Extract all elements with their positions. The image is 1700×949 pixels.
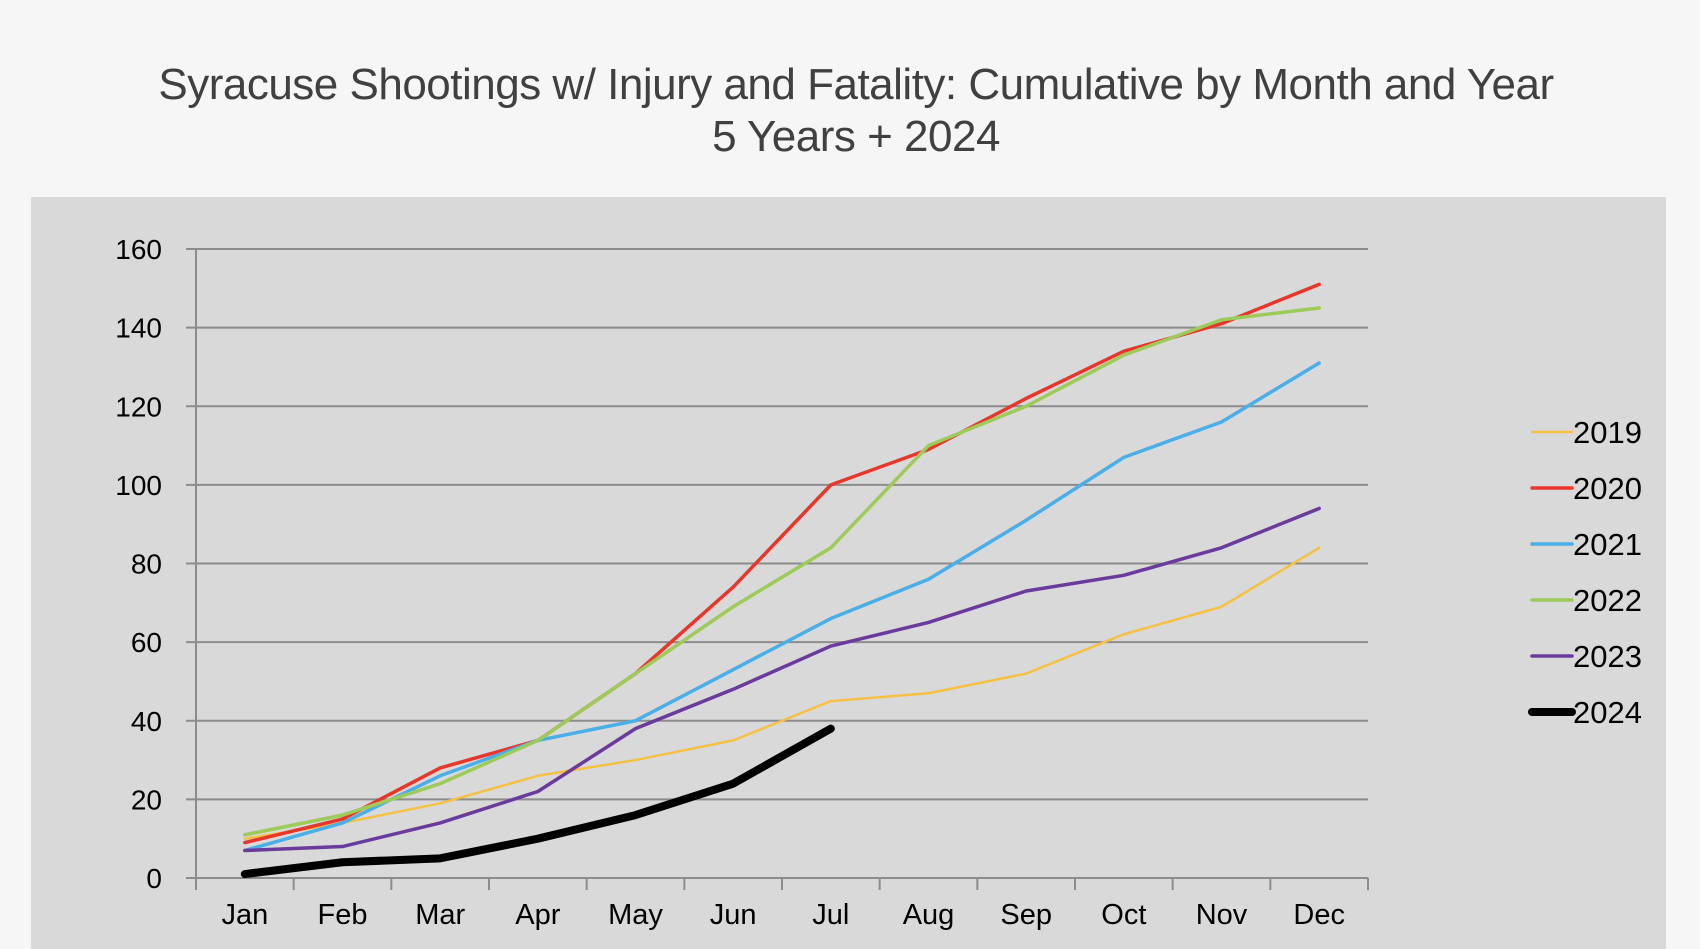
legend-label: 2020: [1573, 471, 1642, 506]
y-tick-label: 80: [131, 549, 162, 580]
x-tick-label: Sep: [1000, 899, 1052, 931]
y-tick-label: 60: [131, 627, 162, 658]
x-tick-label: Nov: [1196, 899, 1248, 931]
y-tick-label: 140: [115, 313, 162, 344]
series-line-2022: [243, 306, 1321, 837]
chart-subtitle: 5 Years + 2024: [712, 112, 1000, 161]
series-line-2021: [243, 361, 1321, 853]
y-tick-label: 120: [115, 391, 162, 422]
y-tick-label: 100: [115, 470, 162, 501]
x-tick-label: May: [608, 899, 663, 931]
x-tick-label: Oct: [1101, 899, 1146, 931]
legend-label: 2021: [1573, 527, 1642, 562]
legend-label: 2022: [1573, 583, 1642, 618]
y-tick-label: 160: [115, 234, 162, 265]
y-tick-label: 40: [131, 706, 162, 737]
y-tick-label: 20: [131, 784, 162, 815]
series-line-2023: [243, 506, 1321, 853]
chart-title: Syracuse Shootings w/ Injury and Fatalit…: [158, 60, 1554, 109]
x-tick-label: Dec: [1293, 899, 1345, 931]
legend-label: 2023: [1573, 639, 1642, 674]
series-line-2020: [243, 282, 1321, 845]
x-tick-label: Jun: [710, 899, 757, 931]
x-tick-label: Mar: [415, 899, 465, 931]
series-line-2024: [240, 724, 835, 879]
x-tick-label: Apr: [515, 899, 560, 931]
x-tick-label: Aug: [903, 899, 955, 931]
x-tick-label: Jul: [812, 899, 849, 931]
x-tick-label: Feb: [318, 899, 368, 931]
legend-label: 2019: [1573, 415, 1642, 450]
legend-label: 2024: [1573, 695, 1642, 730]
series-line-2019: [243, 546, 1321, 840]
x-tick-label: Jan: [221, 899, 268, 931]
y-tick-label: 0: [146, 863, 162, 894]
